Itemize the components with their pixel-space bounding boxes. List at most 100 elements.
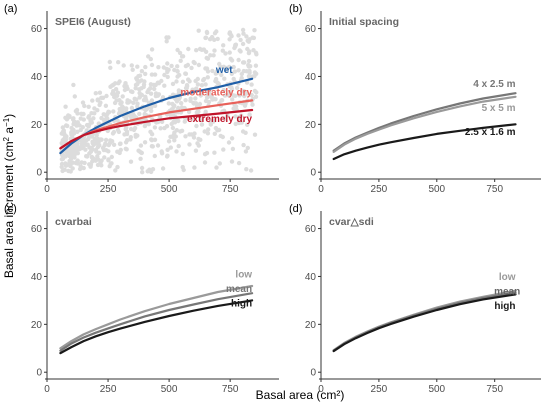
scatter-point xyxy=(229,159,235,164)
scatter-point xyxy=(233,44,238,49)
scatter-point xyxy=(89,145,95,151)
series-line-mean xyxy=(332,291,517,352)
scatter-point xyxy=(72,120,77,126)
scatter-point xyxy=(236,57,241,63)
scatter-point xyxy=(70,132,75,137)
scatter-point xyxy=(244,34,249,39)
scatter-point xyxy=(165,147,170,152)
scatter-point xyxy=(170,125,176,131)
scatter-point xyxy=(180,151,185,157)
scatter-point xyxy=(218,133,223,139)
scatter-point xyxy=(195,76,200,82)
scatter-point xyxy=(152,137,158,142)
scatter-point xyxy=(64,149,70,154)
y-tick-label: 0 xyxy=(36,168,42,179)
scatter-point xyxy=(244,91,249,96)
scatter-point xyxy=(143,107,148,113)
scatter-point xyxy=(246,74,252,79)
scatter-point xyxy=(239,120,244,125)
scatter-point xyxy=(249,82,254,87)
scatter-point xyxy=(118,141,123,146)
scatter-point xyxy=(96,136,101,142)
series-label-high: high xyxy=(494,301,515,312)
scatter-point xyxy=(87,151,92,156)
scatter-point xyxy=(146,87,151,93)
scatter-point xyxy=(168,145,173,150)
scatter-point xyxy=(67,161,72,166)
scatter-point xyxy=(212,150,217,155)
scatter-point xyxy=(207,37,213,42)
scatter-point xyxy=(84,122,90,128)
scatter-point xyxy=(160,166,166,171)
scatter-point xyxy=(215,128,220,133)
scatter-point xyxy=(94,140,100,146)
scatter-point xyxy=(89,120,95,125)
scatter-point xyxy=(128,126,134,132)
scatter-point xyxy=(184,83,190,88)
scatter-point xyxy=(117,110,122,115)
scatter-point xyxy=(162,72,167,78)
scatter-point xyxy=(248,168,254,173)
scatter-point xyxy=(123,146,128,151)
scatter-point xyxy=(240,88,245,93)
scatter-point xyxy=(93,141,98,146)
scatter-point xyxy=(63,123,69,128)
scatter-point xyxy=(68,146,73,151)
scatter-point xyxy=(138,149,143,155)
scatter-point xyxy=(240,129,246,134)
scatter-point xyxy=(199,122,205,127)
scatter-point xyxy=(144,98,149,103)
scatter-point xyxy=(81,141,87,146)
scatter-point xyxy=(136,74,141,79)
scatter-point xyxy=(108,84,113,90)
scatter-point xyxy=(122,132,127,137)
scatter-point xyxy=(98,100,103,105)
scatter-point xyxy=(134,77,140,83)
scatter-point xyxy=(67,114,72,119)
scatter-point xyxy=(95,157,101,162)
scatter-point xyxy=(149,62,155,68)
scatter-point xyxy=(88,118,93,123)
scatter-point xyxy=(72,120,77,125)
scatter-point xyxy=(84,154,89,159)
scatter-point xyxy=(202,152,208,157)
scatter-point xyxy=(75,129,80,134)
scatter-point xyxy=(209,95,215,100)
scatter-point xyxy=(245,46,250,52)
panel-letter: (b) xyxy=(289,3,302,15)
scatter-point xyxy=(233,93,238,99)
scatter-point xyxy=(108,138,113,143)
scatter-point xyxy=(176,88,181,93)
scatter-point xyxy=(69,147,74,152)
scatter-point xyxy=(120,104,125,109)
scatter-point xyxy=(91,142,96,147)
scatter-point xyxy=(63,138,68,144)
scatter-point xyxy=(89,154,95,160)
scatter-point xyxy=(69,132,74,137)
scatter-point xyxy=(94,157,99,162)
scatter-point xyxy=(68,156,74,161)
scatter-point xyxy=(129,113,134,118)
scatter-point xyxy=(141,82,147,87)
scatter-point xyxy=(104,148,109,153)
scatter-point xyxy=(74,107,80,113)
scatter-point xyxy=(169,63,174,69)
series-line-extremely-dry xyxy=(59,108,254,150)
scatter-point xyxy=(135,104,140,109)
scatter-point xyxy=(206,127,211,132)
scatter-point xyxy=(66,153,72,158)
scatter-point xyxy=(247,112,252,117)
scatter-point xyxy=(164,39,169,44)
scatter-point xyxy=(122,87,128,93)
scatter-point xyxy=(176,118,181,124)
scatter-point xyxy=(63,115,68,121)
scatter-point xyxy=(77,166,83,172)
scatter-point xyxy=(183,98,188,103)
scatter-point xyxy=(230,146,236,152)
series-line-high xyxy=(332,293,517,353)
y-tick-label: 0 xyxy=(310,368,316,379)
scatter-point xyxy=(71,131,77,136)
scatter-point xyxy=(191,59,196,65)
scatter-point xyxy=(137,73,143,78)
